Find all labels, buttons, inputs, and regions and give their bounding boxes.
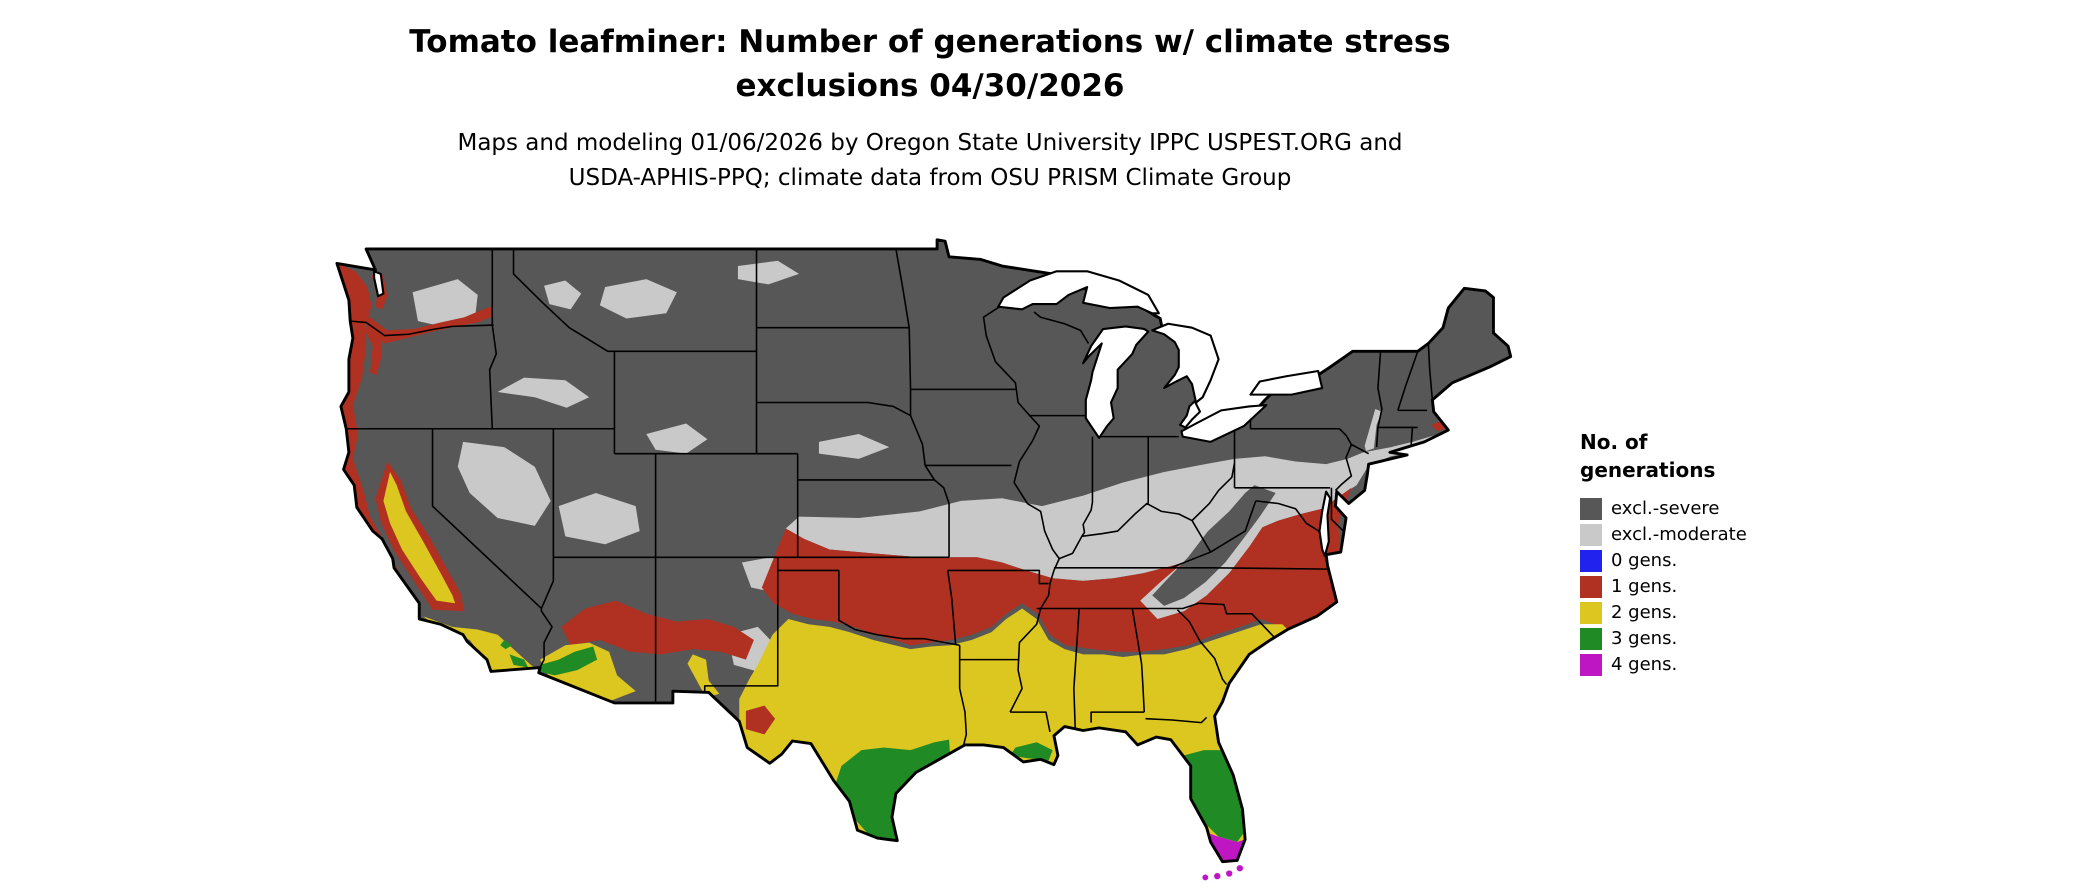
legend-heading: No. of generations [1580,428,1747,484]
page-title: Tomato leafminer: Number of generations … [0,20,1860,108]
puget-sound [373,270,385,298]
legend-swatch [1580,524,1602,546]
subtitle-line-1: Maps and modeling 01/06/2026 by Oregon S… [457,130,1403,156]
florida-keys [1202,865,1244,881]
legend-label: 1 gens. [1611,576,1678,597]
legend-item: excl.-severe [1580,496,1747,522]
lake-ontario [1249,369,1324,396]
legend-list: excl.-severe excl.-moderate 0 gens. 1 gens.… [1580,496,1747,678]
lake-erie [1180,404,1268,443]
legend-item: 2 gens. [1580,600,1747,626]
lake-huron [1151,322,1220,404]
legend-swatch [1580,654,1602,676]
legend-item: 4 gens. [1580,652,1747,678]
water-bodies [373,270,1332,558]
subtitle-line-2: USDA-APHIS-PPQ; climate data from OSU PR… [568,165,1292,191]
legend-label: excl.-severe [1611,498,1720,519]
map-fill-layers [336,239,1511,862]
lake-st-clair [1179,400,1202,429]
us-generations-map [335,238,1513,881]
legend-label: 0 gens. [1611,550,1678,571]
region-4-gens-south-florida [1203,831,1246,862]
lake-michigan [1082,325,1150,439]
legend-label: 3 gens. [1611,628,1678,649]
map-legend: No. of generations excl.-severe excl.-mod… [1580,428,1747,678]
legend-heading-line-1: No. of [1580,430,1648,454]
legend-swatch [1580,602,1602,624]
page-subtitle: Maps and modeling 01/06/2026 by Oregon S… [0,126,1860,196]
lake-superior [997,270,1160,315]
legend-swatch [1580,628,1602,650]
legend-heading-line-2: generations [1580,458,1716,482]
legend-label: 4 gens. [1611,654,1678,675]
legend-item: 1 gens. [1580,574,1747,600]
legend-swatch [1580,550,1602,572]
state-borders [346,248,1434,746]
region-3-gens [500,639,1244,843]
chesapeake-bay [1318,490,1332,558]
title-line-1: Tomato leafminer: Number of generations … [409,24,1451,60]
legend-item: excl.-moderate [1580,522,1747,548]
legend-swatch [1580,498,1602,520]
title-line-2: exclusions 04/30/2026 [735,68,1125,104]
legend-label: 2 gens. [1611,602,1678,623]
legend-item: 3 gens. [1580,626,1747,652]
legend-swatch [1580,576,1602,598]
region-appalachian-severe-tongue [1152,485,1276,606]
region-1-gens-davis-mtns [745,705,776,735]
legend-label: excl.-moderate [1611,524,1747,545]
legend-item: 0 gens. [1580,548,1747,574]
